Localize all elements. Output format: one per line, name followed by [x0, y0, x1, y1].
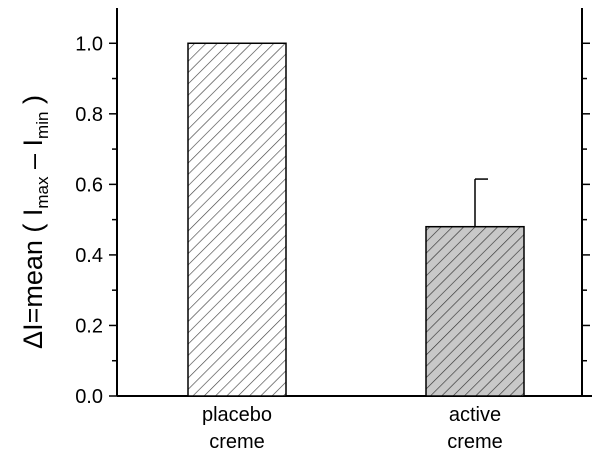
bar	[425, 225, 525, 397]
y-tick-label: 0.6	[75, 174, 103, 196]
y-tick-label: 0.4	[75, 245, 103, 267]
y-tick-label: 1.0	[75, 33, 103, 55]
bars	[187, 42, 525, 397]
y-tick-label: 0.0	[75, 386, 103, 408]
x-category-label: active creme	[447, 404, 503, 453]
x-category-label: placebo creme	[202, 404, 272, 453]
y-tick-labels: 0.0 0.2 0.4 0.6 0.8 1.0	[75, 33, 103, 408]
bar	[187, 42, 287, 397]
x-tick-labels: placebo creme active creme	[202, 404, 503, 453]
y-axis-label: ΔI=mean ( Imax – Imin )	[18, 95, 52, 349]
error-bars	[474, 178, 488, 227]
y-tick-label: 0.2	[75, 315, 103, 337]
y-ticks	[109, 42, 590, 397]
y-tick-label: 0.8	[75, 104, 103, 126]
